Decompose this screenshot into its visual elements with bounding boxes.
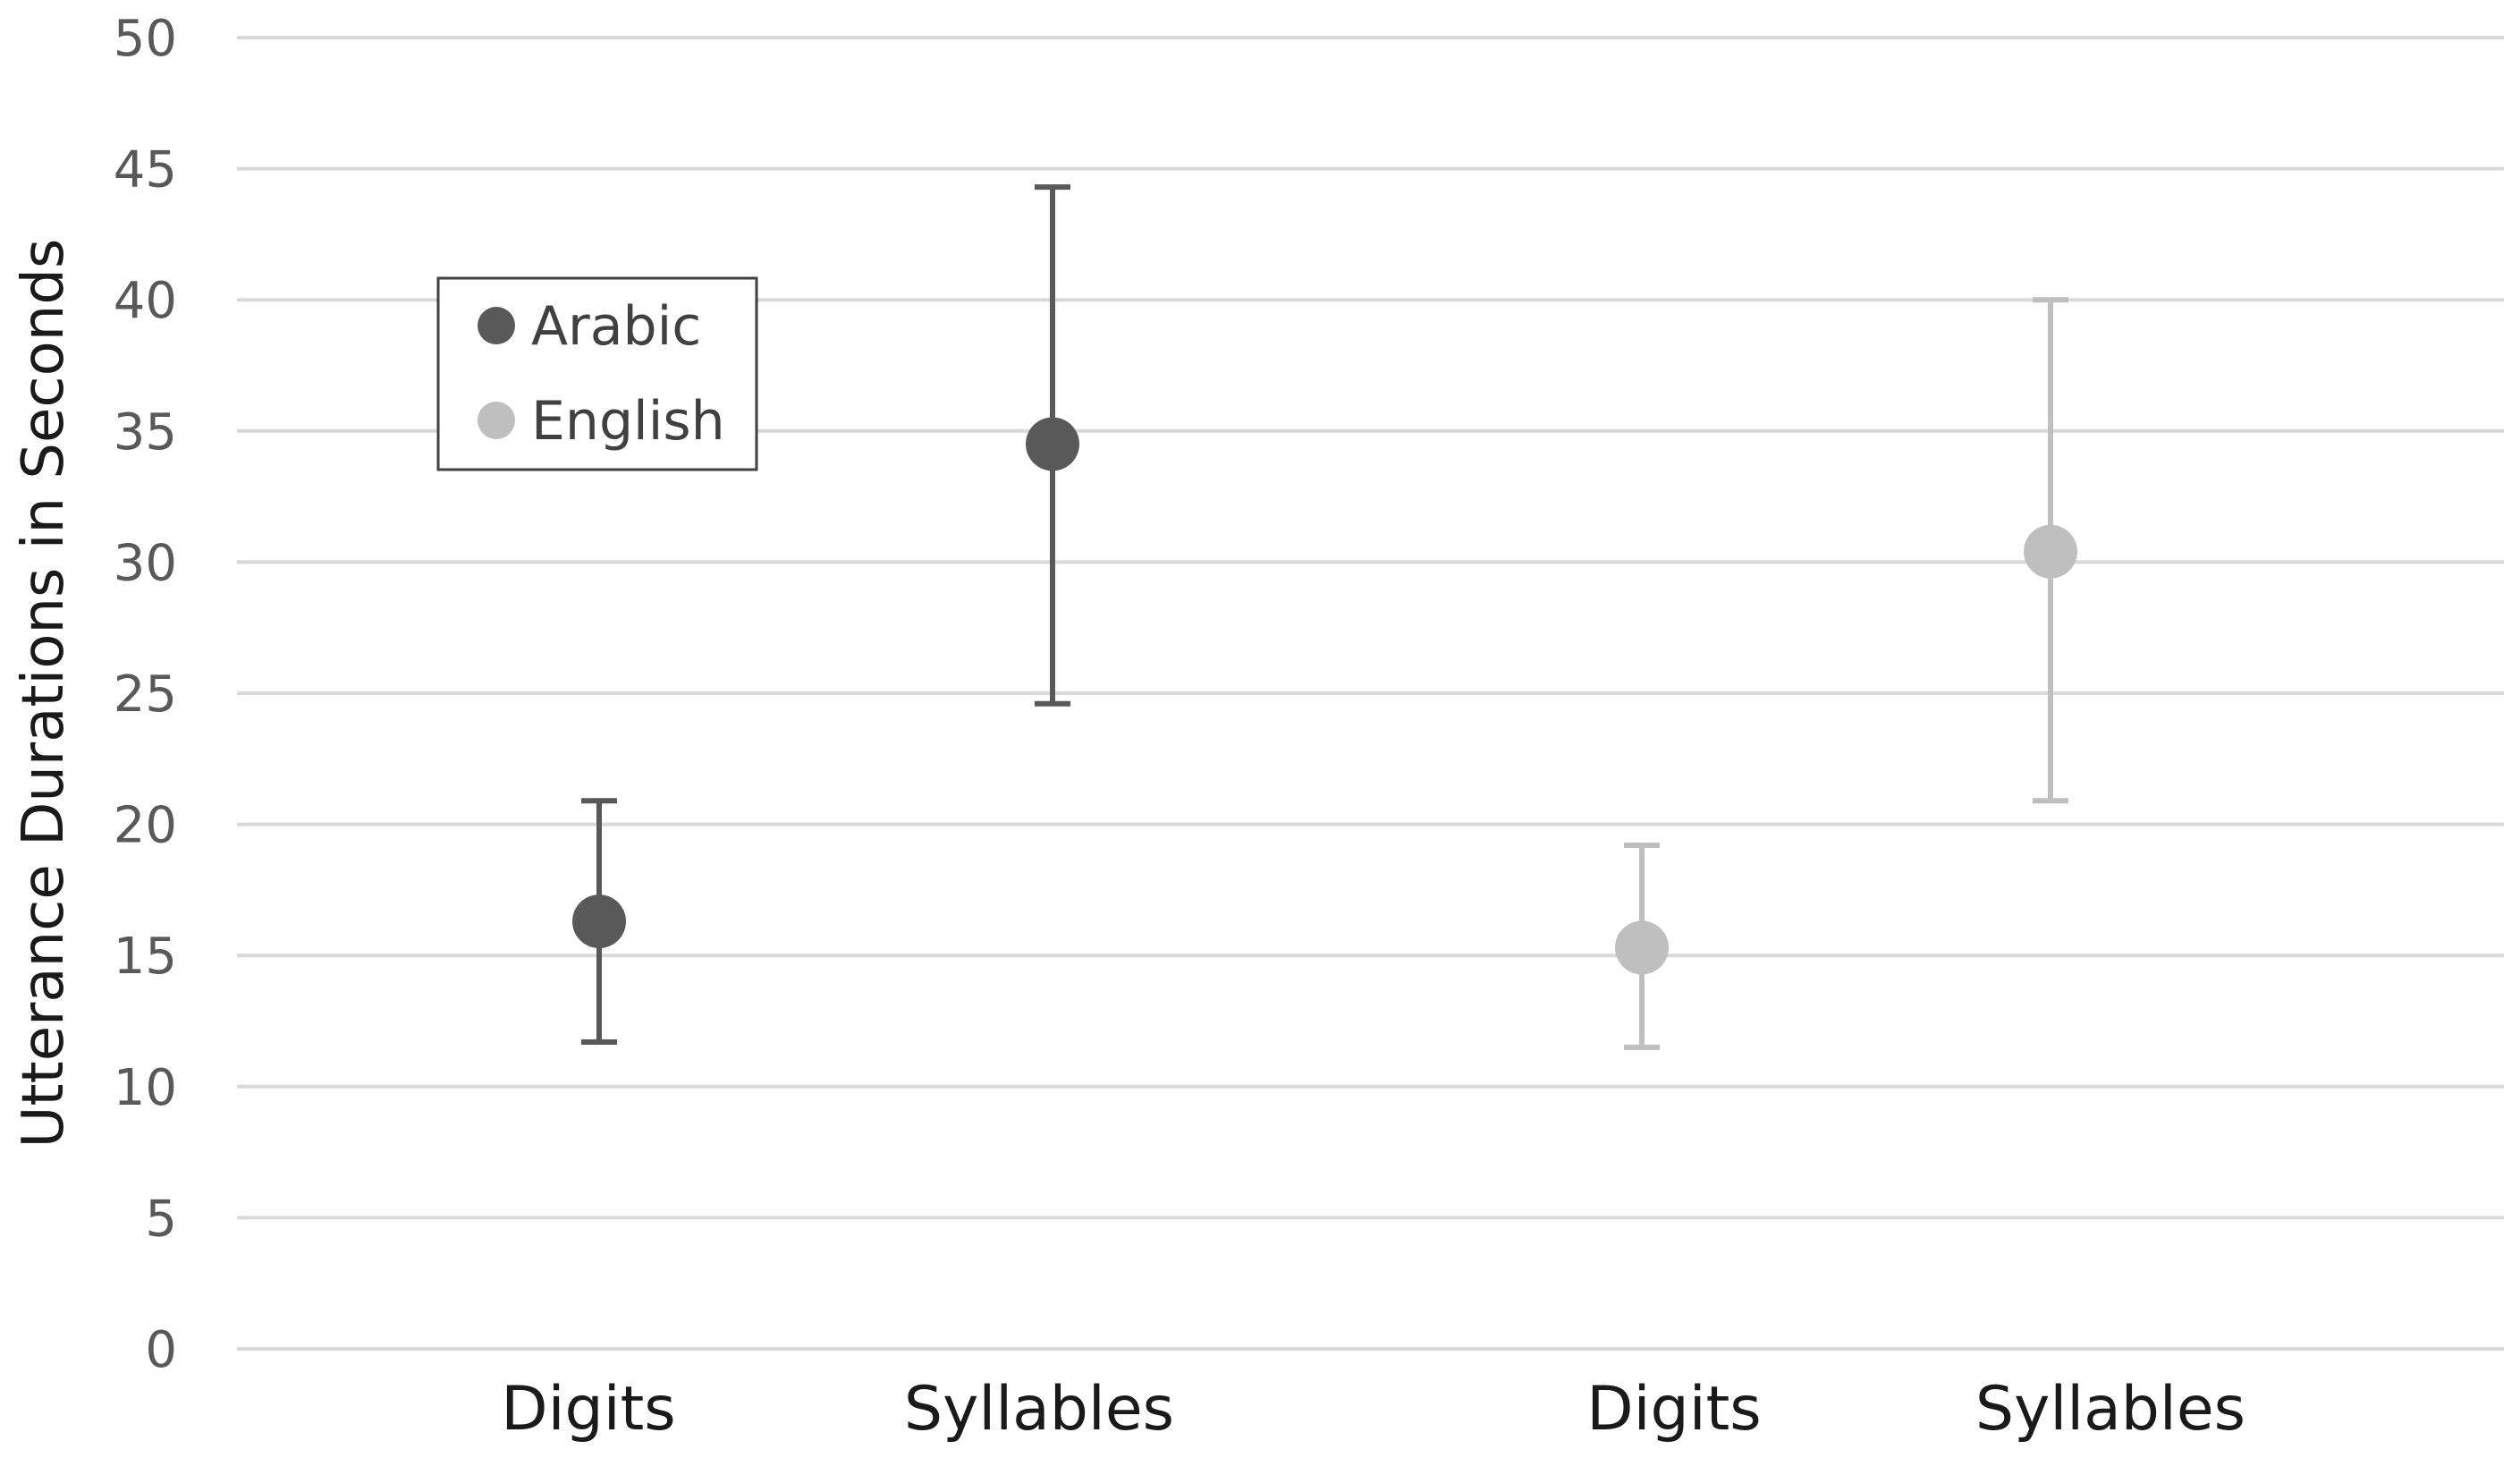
gridlines — [237, 36, 2504, 1351]
x-category-label: Digits — [1586, 1374, 1761, 1445]
y-tick-label: 25 — [114, 665, 177, 724]
x-category-label: Syllables — [1975, 1374, 2245, 1445]
data-point — [1026, 417, 1079, 471]
y-axis-ticks: 0 5 10 15 20 25 30 35 40 45 50 — [114, 10, 177, 1379]
series-arabic — [572, 184, 1079, 1045]
y-tick-label: 30 — [114, 534, 177, 592]
series — [572, 184, 2077, 1050]
legend-marker-arabic — [478, 307, 515, 344]
y-tick-label: 5 — [145, 1190, 177, 1248]
y-tick-label: 50 — [114, 10, 177, 68]
legend-label-english: English — [531, 390, 725, 453]
x-axis-categories: Digits Syllables Digits Syllables — [501, 1374, 2245, 1445]
legend: Arabic English — [436, 276, 758, 471]
y-tick-label: 40 — [114, 272, 177, 330]
y-tick-label: 15 — [114, 928, 177, 986]
data-point — [1615, 920, 1669, 975]
x-category-label: Syllables — [904, 1374, 1174, 1445]
y-tick-label: 45 — [114, 141, 177, 199]
y-tick-label: 0 — [145, 1321, 177, 1379]
y-axis-title: Utterance Durations in Seconds — [11, 239, 77, 1149]
data-point — [2024, 524, 2077, 579]
x-category-label: Digits — [501, 1374, 675, 1445]
y-tick-label: 35 — [114, 403, 177, 462]
series-english — [1615, 297, 2077, 1050]
data-point — [572, 894, 626, 949]
legend-label-arabic: Arabic — [531, 295, 701, 358]
y-tick-label: 10 — [114, 1059, 177, 1117]
legend-marker-english — [478, 402, 515, 439]
y-tick-label: 20 — [114, 797, 177, 855]
